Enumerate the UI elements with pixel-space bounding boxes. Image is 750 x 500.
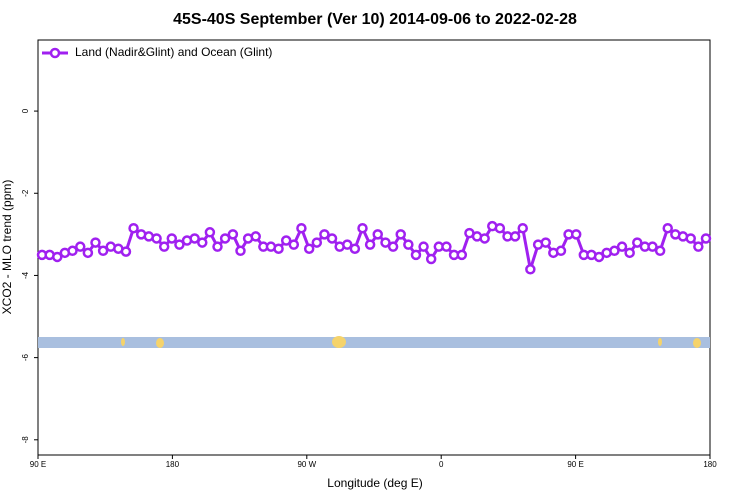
point	[158, 241, 170, 252]
point	[197, 237, 208, 248]
point	[372, 229, 383, 240]
point	[189, 233, 200, 244]
point	[342, 239, 353, 250]
x-tick-label: 180	[166, 460, 180, 469]
y-tick-label: -8	[21, 436, 30, 444]
land	[693, 338, 701, 348]
land	[156, 338, 164, 348]
point	[357, 222, 368, 234]
point	[364, 239, 376, 250]
point	[685, 233, 696, 244]
point	[273, 243, 284, 254]
point	[525, 264, 536, 275]
land	[658, 338, 662, 346]
y-tick-label: -4	[21, 271, 30, 279]
point	[67, 245, 78, 257]
x-tick-label: 180	[703, 460, 717, 469]
point	[632, 237, 643, 248]
point	[441, 241, 452, 252]
x-axis-label: Longitude (deg E)	[327, 476, 422, 490]
point	[90, 237, 101, 248]
y-tick-label: 0	[21, 108, 30, 113]
point	[570, 229, 582, 240]
point	[456, 249, 468, 261]
land	[121, 338, 125, 346]
point	[693, 241, 704, 252]
point	[517, 222, 528, 234]
point	[174, 239, 185, 250]
point	[647, 241, 658, 252]
point	[151, 233, 162, 244]
x-tick-label: 0	[439, 460, 444, 469]
point	[403, 239, 414, 250]
x-tick-label: 90 E	[30, 460, 46, 469]
point	[296, 222, 307, 234]
point	[250, 231, 261, 242]
point	[204, 227, 216, 238]
point	[303, 243, 315, 254]
point	[82, 247, 94, 259]
y-tick-label: -2	[21, 189, 30, 197]
point	[609, 245, 620, 257]
point	[380, 237, 391, 248]
x-tick-label: 90 E	[567, 460, 583, 469]
legend-label: Land (Nadir&Glint) and Ocean (Glint)	[75, 45, 272, 59]
y-tick-label: -6	[21, 354, 30, 362]
point	[235, 245, 246, 257]
point	[212, 241, 223, 252]
plot-frame	[37, 39, 711, 456]
point	[326, 233, 338, 244]
point	[700, 233, 712, 244]
point	[349, 243, 361, 254]
point	[227, 229, 239, 240]
point	[319, 229, 330, 240]
point	[555, 245, 567, 257]
point	[280, 235, 292, 246]
point	[410, 249, 422, 261]
point	[593, 251, 605, 263]
coastline-band	[38, 336, 710, 348]
point	[418, 241, 429, 252]
legend-marker	[49, 47, 61, 59]
point	[128, 222, 139, 234]
point	[624, 247, 635, 259]
point	[662, 222, 673, 234]
land	[332, 336, 346, 348]
chart-title: 45S-40S September (Ver 10) 2014-09-06 to…	[173, 11, 577, 28]
point	[120, 246, 132, 257]
point	[395, 229, 406, 240]
point	[97, 245, 109, 257]
point	[494, 222, 506, 234]
point	[540, 237, 551, 248]
point	[425, 253, 437, 265]
ocean-strip	[38, 337, 710, 348]
point	[166, 233, 178, 244]
point	[219, 233, 231, 244]
point	[654, 245, 666, 257]
point	[75, 241, 86, 252]
x-tick-label: 90 W	[297, 460, 316, 469]
y-axis-label: XCO2 - MLO trend (ppm)	[0, 180, 14, 315]
point	[387, 241, 399, 252]
point	[509, 231, 521, 242]
point	[479, 233, 490, 244]
point	[288, 239, 300, 250]
point	[52, 251, 63, 263]
point	[616, 241, 628, 252]
point	[311, 237, 323, 248]
